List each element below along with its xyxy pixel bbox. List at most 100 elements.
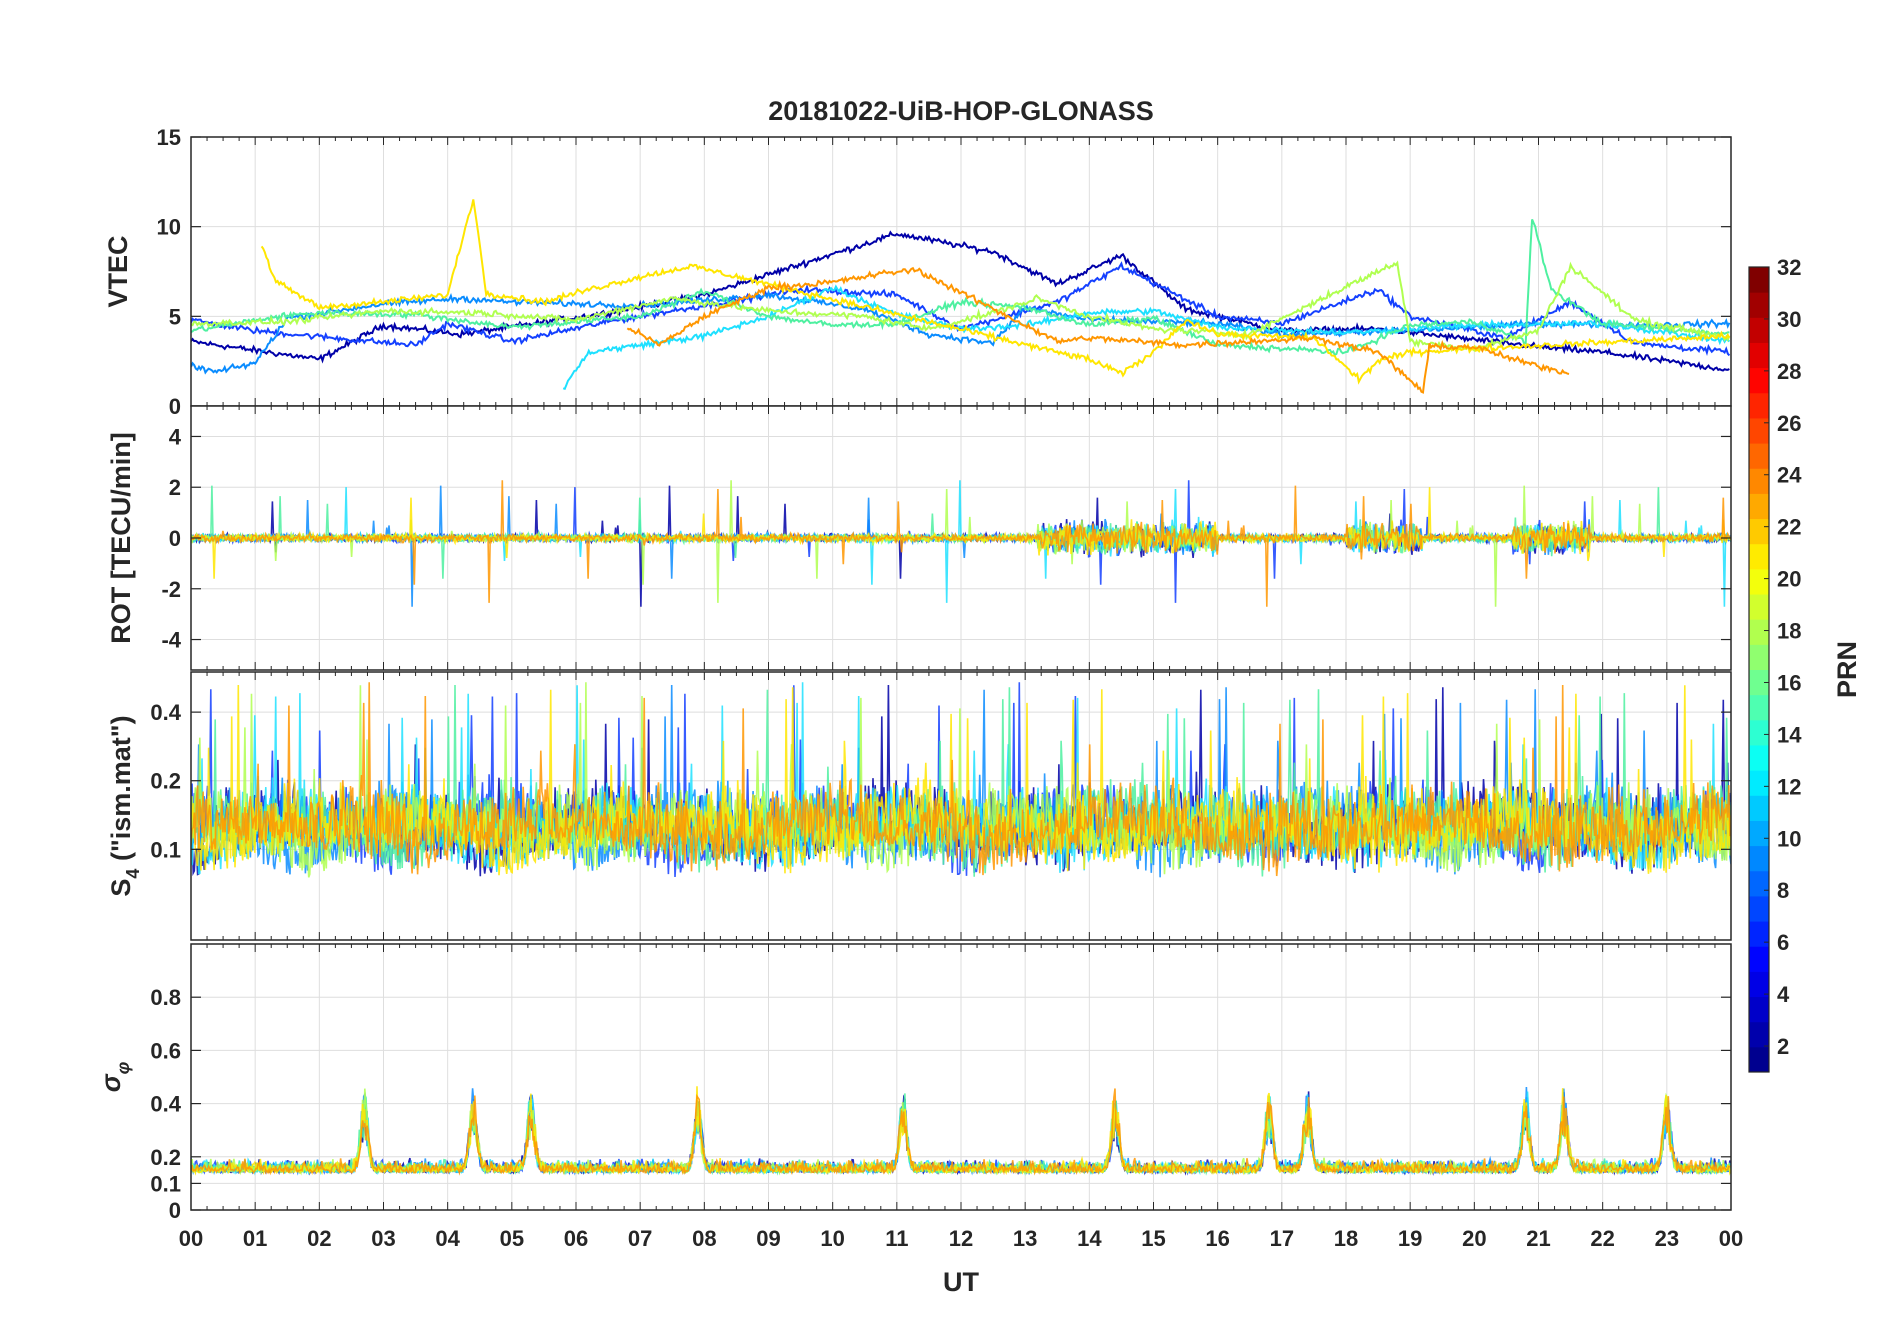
colorbar-segment bbox=[1749, 870, 1769, 897]
x-tick-label: 05 bbox=[500, 1226, 524, 1251]
colorbar-tick-label: 28 bbox=[1777, 359, 1801, 384]
colorbar-segment bbox=[1749, 619, 1769, 645]
panel-s4: 0.1 0.2 0.4 S4 ("ism.mat") bbox=[106, 671, 1732, 941]
panel-sigma_phi: 00.10.2 0.4 0.6 0.8 σφ bbox=[96, 943, 1732, 1223]
x-tick-label: 21 bbox=[1526, 1226, 1550, 1251]
colorbar-segment bbox=[1749, 845, 1769, 872]
y-tick-label: 0.2 bbox=[150, 769, 181, 794]
colorbar-segment bbox=[1749, 694, 1769, 721]
y-tick-label: 0.1 bbox=[150, 1171, 181, 1196]
colorbar-segment bbox=[1749, 568, 1769, 595]
colorbar-segment bbox=[1749, 971, 1769, 998]
y-tick-label: 0.1 bbox=[150, 837, 181, 862]
x-tick-label: 08 bbox=[692, 1226, 716, 1251]
x-tick-label: 22 bbox=[1590, 1226, 1614, 1251]
colorbar-tick-label: 18 bbox=[1777, 619, 1801, 644]
panel-rot-ylabel: ROT [TECU/min] bbox=[106, 432, 136, 643]
x-tick-label: 07 bbox=[628, 1226, 652, 1251]
y-tick-label: 4 bbox=[169, 424, 182, 449]
x-tick-label: 03 bbox=[371, 1226, 395, 1251]
y-tick-label: 2 bbox=[169, 475, 181, 500]
vtec-series-prn-23 bbox=[626, 266, 1570, 394]
colorbar-segment bbox=[1749, 468, 1769, 494]
y-tick-label: 0.8 bbox=[150, 985, 181, 1010]
x-tick-label: 17 bbox=[1270, 1226, 1294, 1251]
colorbar-label: PRN bbox=[1832, 641, 1862, 698]
panel-rot: -4 -2 0 2 4 ROT [TECU/min] bbox=[106, 405, 1732, 671]
colorbar-tick-label: 16 bbox=[1777, 670, 1801, 695]
colorbar-segment bbox=[1749, 392, 1769, 419]
panel-rot-series bbox=[191, 480, 1731, 607]
y-tick-label: 5 bbox=[169, 304, 181, 329]
colorbar-tick-label: 10 bbox=[1777, 826, 1801, 851]
chart-title: 20181022-UiB-HOP-GLONASS bbox=[768, 96, 1154, 126]
vtec-series-prn-2 bbox=[191, 230, 1730, 372]
colorbar-segment bbox=[1749, 367, 1769, 394]
colorbar-tick-label: 2 bbox=[1777, 1034, 1789, 1059]
x-tick-label: 01 bbox=[243, 1226, 267, 1251]
colorbar-tick-label: 12 bbox=[1777, 774, 1801, 799]
x-tick-label: 00 bbox=[179, 1226, 203, 1251]
vtec-series-prn-15 bbox=[191, 219, 1730, 357]
y-tick-label: 15 bbox=[157, 125, 181, 150]
colorbar-segment bbox=[1749, 443, 1769, 469]
panel-sigma_phi-ticks bbox=[190, 944, 1732, 1211]
x-tick-label: 02 bbox=[307, 1226, 331, 1251]
x-tick-label: 15 bbox=[1141, 1226, 1165, 1251]
colorbar-tick-label: 8 bbox=[1777, 878, 1789, 903]
colorbar-tick-label: 32 bbox=[1777, 255, 1801, 280]
colorbar-segment bbox=[1749, 996, 1769, 1023]
colorbar-tick-label: 26 bbox=[1777, 411, 1801, 436]
y-tick-label: 0 bbox=[169, 1198, 181, 1223]
colorbar-tick-label: 20 bbox=[1777, 567, 1801, 592]
colorbar-segment bbox=[1749, 669, 1769, 696]
colorbar-segment bbox=[1749, 644, 1769, 670]
colorbar-tick-label: 24 bbox=[1777, 463, 1802, 488]
colorbar-segment bbox=[1749, 518, 1769, 545]
panel-vtec-ylabel: VTEC bbox=[103, 235, 133, 307]
x-tick-label: 16 bbox=[1205, 1226, 1229, 1251]
colorbar-segment bbox=[1749, 895, 1769, 922]
colorbar-segment bbox=[1749, 921, 1769, 947]
s4-series-prn-23 bbox=[191, 682, 1731, 877]
ylabel-rest: ("ism.mat") bbox=[106, 715, 136, 868]
colorbar-tick-label: 14 bbox=[1777, 722, 1802, 747]
y-tick-label: 0.4 bbox=[150, 700, 181, 725]
y-tick-label: 0.2 bbox=[150, 1145, 181, 1170]
x-tick-label: 20 bbox=[1462, 1226, 1486, 1251]
colorbar-tick-label: 6 bbox=[1777, 930, 1789, 955]
ylabel-main: σ bbox=[96, 1073, 126, 1092]
colorbar-segment bbox=[1749, 795, 1769, 821]
y-tick-label: 0.6 bbox=[150, 1038, 181, 1063]
x-tick-label: 10 bbox=[820, 1226, 844, 1251]
colorbar-segment bbox=[1749, 267, 1769, 293]
y-tick-label: -2 bbox=[161, 577, 181, 602]
x-tick-label: 12 bbox=[949, 1226, 973, 1251]
x-tick-label: 11 bbox=[885, 1226, 908, 1251]
ylabel-subscript: 4 bbox=[123, 869, 143, 879]
vtec-series-prn-9 bbox=[191, 289, 1731, 375]
colorbar-segment bbox=[1749, 744, 1769, 771]
colorbar-segment bbox=[1749, 719, 1769, 746]
vtec-series-prn-20 bbox=[260, 199, 1731, 385]
colorbar-segment bbox=[1749, 946, 1769, 972]
colorbar-segment bbox=[1749, 820, 1769, 847]
y-tick-label: 0.4 bbox=[150, 1092, 181, 1117]
rot-series-prn-23 bbox=[191, 480, 1731, 607]
colorbar-segment bbox=[1749, 1021, 1769, 1048]
x-tick-label: 13 bbox=[1013, 1226, 1037, 1251]
x-tick-label: 23 bbox=[1655, 1226, 1679, 1251]
panel-vtec-series bbox=[191, 199, 1731, 394]
panel-s4-ylabel: S4 ("ism.mat") bbox=[106, 715, 143, 896]
colorbar-frame bbox=[1748, 266, 1770, 1073]
colorbar-segment bbox=[1749, 543, 1769, 570]
x-tick-label: 18 bbox=[1334, 1226, 1358, 1251]
colorbar-tick-label: 30 bbox=[1777, 307, 1801, 332]
panel-sigma_phi-series bbox=[191, 1086, 1731, 1176]
colorbar-segment bbox=[1749, 594, 1769, 620]
panel-rot-ticks bbox=[190, 406, 1732, 670]
colorbar-segment bbox=[1749, 292, 1769, 318]
